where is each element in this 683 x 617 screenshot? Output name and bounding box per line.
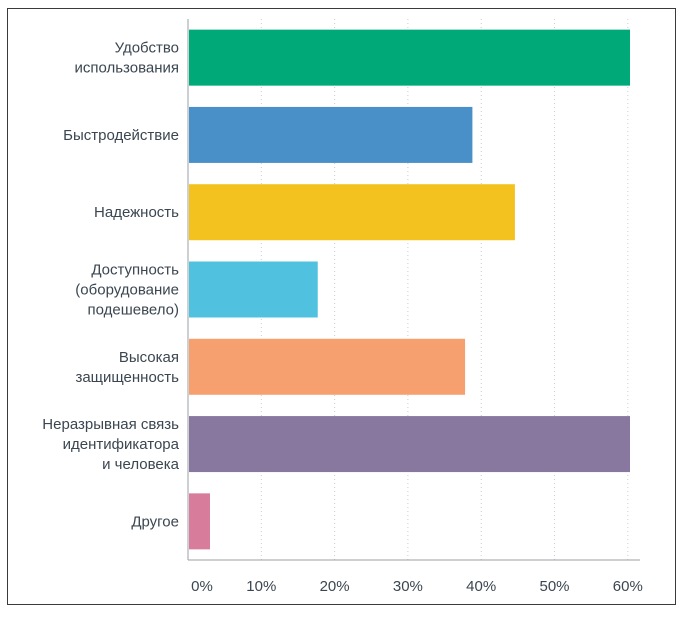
x-tick-label-20: 20% <box>320 578 350 595</box>
chart-frame: Удобство использования Быстродействие Надеж… <box>7 8 676 605</box>
bar-5 <box>189 338 466 395</box>
axes <box>187 19 640 561</box>
x-tick-label-30: 30% <box>393 578 423 595</box>
bar-7 <box>189 493 210 550</box>
bar-chart: Удобство использования Быстродействие Надеж… <box>42 19 643 595</box>
category-label-5: Высокая защищенность <box>75 349 179 386</box>
category-label-6: Неразрывная связь идентификатора и человек… <box>42 416 179 473</box>
bar-6 <box>189 416 630 473</box>
category-label-7: Другое <box>131 513 179 530</box>
bar-1 <box>189 29 630 86</box>
x-tick-label-0: 0% <box>191 578 213 595</box>
category-labels: Удобство использования Быстродействие Надеж… <box>42 40 179 531</box>
tick-labels: 0% 10% 20% 30% 40% 50% 60% <box>191 578 643 595</box>
category-label-4: Доступность (оборудование подешевело) <box>75 262 179 319</box>
x-tick-label-10: 10% <box>246 578 276 595</box>
x-tick-label-40: 40% <box>466 578 496 595</box>
bar-2 <box>189 106 473 163</box>
x-tick-label-50: 50% <box>539 578 569 595</box>
category-label-3: Надежность <box>94 204 179 221</box>
category-label-2: Быстродействие <box>63 127 179 144</box>
bar-3 <box>189 184 515 241</box>
category-label-1: Удобство использования <box>74 40 179 77</box>
x-tick-label-60: 60% <box>613 578 643 595</box>
bars <box>189 29 630 550</box>
bar-4 <box>189 261 318 318</box>
